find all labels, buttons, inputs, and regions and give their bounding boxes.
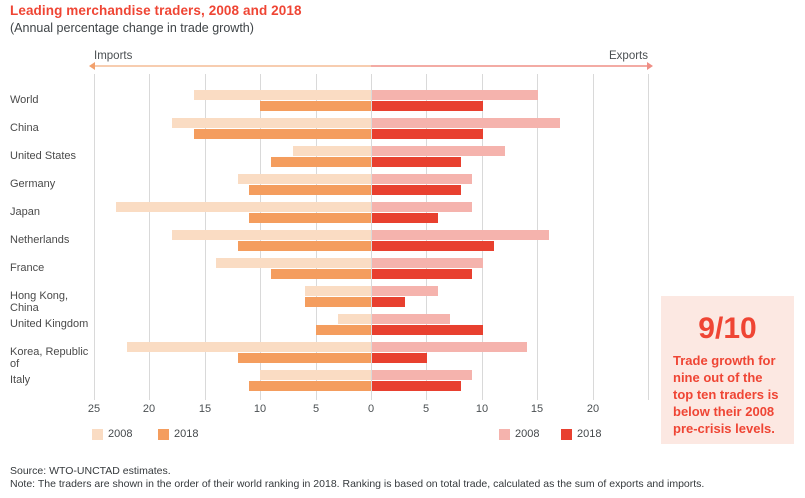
bar-import-2018 — [271, 269, 371, 279]
bar-import-2008 — [172, 230, 371, 240]
gridline — [94, 74, 95, 400]
bar-import-2008 — [116, 202, 371, 212]
bar-export-2018 — [372, 381, 461, 391]
gridline — [149, 74, 150, 400]
bar-export-2008 — [372, 146, 505, 156]
bar-import-2018 — [194, 129, 371, 139]
bar-import-2018 — [238, 353, 371, 363]
bar-export-2018 — [372, 129, 483, 139]
gridline — [593, 74, 594, 400]
bar-export-2008 — [372, 258, 483, 268]
bar-import-2018 — [316, 325, 371, 335]
bar-import-2018 — [249, 381, 371, 391]
bar-import-2018 — [249, 213, 371, 223]
callout-body: Trade growth for nine out of the top ten… — [673, 353, 779, 436]
axis-tick-label: 5 — [312, 403, 320, 415]
bar-export-2018 — [372, 213, 438, 223]
bar-import-2008 — [127, 342, 371, 352]
bar-export-2018 — [372, 185, 461, 195]
legend-label: 2008 — [108, 428, 133, 440]
bar-export-2008 — [372, 370, 472, 380]
bar-export-2018 — [372, 101, 483, 111]
imports-axis-label: Imports — [94, 50, 133, 62]
legend-label: 2008 — [515, 428, 540, 440]
axis-tick-label: 15 — [198, 403, 212, 415]
arrow-left-icon — [89, 62, 95, 70]
bar-export-2008 — [372, 230, 549, 240]
axis-tick-label: 20 — [586, 403, 600, 415]
callout-box: 9/10 Trade growth for nine out of the to… — [661, 296, 794, 444]
bar-import-2018 — [260, 101, 371, 111]
chart-title: Leading merchandise traders, 2008 and 20… — [10, 3, 302, 18]
country-label: United States — [10, 150, 77, 162]
country-label: Hong Kong, China — [10, 290, 69, 314]
bar-import-2018 — [305, 297, 371, 307]
country-label: China — [10, 122, 39, 134]
country-label: Japan — [10, 206, 40, 218]
bar-export-2008 — [372, 174, 472, 184]
bar-export-2008 — [372, 90, 538, 100]
axis-tick-label: 20 — [142, 403, 156, 415]
bar-export-2018 — [372, 157, 461, 167]
country-label: World — [10, 94, 39, 106]
bar-import-2008 — [172, 118, 371, 128]
legend-label: 2018 — [577, 428, 602, 440]
country-label: Germany — [10, 178, 56, 190]
bar-import-2008 — [305, 286, 371, 296]
bar-export-2008 — [372, 286, 438, 296]
axis-tick-label: 10 — [475, 403, 489, 415]
bar-export-2008 — [372, 342, 527, 352]
bar-import-2008 — [194, 90, 371, 100]
country-label: France — [10, 262, 45, 274]
country-label: Korea, Republic of — [10, 346, 89, 370]
bar-import-2008 — [338, 314, 371, 324]
axis-tick-label: 5 — [422, 403, 430, 415]
axis-tick-label: 15 — [530, 403, 544, 415]
bar-import-2008 — [293, 146, 371, 156]
gridline — [648, 74, 649, 400]
country-label: Netherlands — [10, 234, 70, 246]
bar-export-2018 — [372, 297, 405, 307]
axis-tick-label: 25 — [87, 403, 101, 415]
bar-import-2008 — [238, 174, 371, 184]
bar-export-2018 — [372, 269, 472, 279]
country-label: Italy — [10, 374, 31, 386]
bar-import-2018 — [249, 185, 371, 195]
axis-tick-label: 0 — [367, 403, 375, 415]
arrow-right-icon — [647, 62, 653, 70]
bar-export-2008 — [372, 314, 450, 324]
source-text: Source: WTO-UNCTAD estimates. — [10, 465, 171, 477]
bar-export-2018 — [372, 325, 483, 335]
bar-import-2008 — [260, 370, 371, 380]
plot-area — [94, 74, 649, 400]
axis-tick-label: 10 — [253, 403, 267, 415]
exports-axis-label: Exports — [609, 50, 648, 62]
bar-import-2018 — [238, 241, 371, 251]
bar-import-2018 — [271, 157, 371, 167]
bar-export-2008 — [372, 118, 560, 128]
legend-swatch-exports-2008 — [499, 429, 510, 440]
country-label: United Kingdom — [10, 318, 89, 330]
bar-export-2018 — [372, 353, 427, 363]
legend-swatch-imports-2008 — [92, 429, 103, 440]
chart-subtitle: (Annual percentage change in trade growt… — [10, 21, 254, 35]
legend-label: 2018 — [174, 428, 199, 440]
legend-swatch-exports-2018 — [561, 429, 572, 440]
bar-import-2008 — [216, 258, 371, 268]
bar-export-2008 — [372, 202, 472, 212]
bar-export-2018 — [372, 241, 494, 251]
imports-exports-axis-line — [94, 65, 648, 67]
callout-headline: 9/10 — [698, 312, 757, 345]
gridline — [371, 74, 372, 400]
legend-swatch-imports-2018 — [158, 429, 169, 440]
note-text: Note: The traders are shown in the order… — [10, 478, 705, 490]
